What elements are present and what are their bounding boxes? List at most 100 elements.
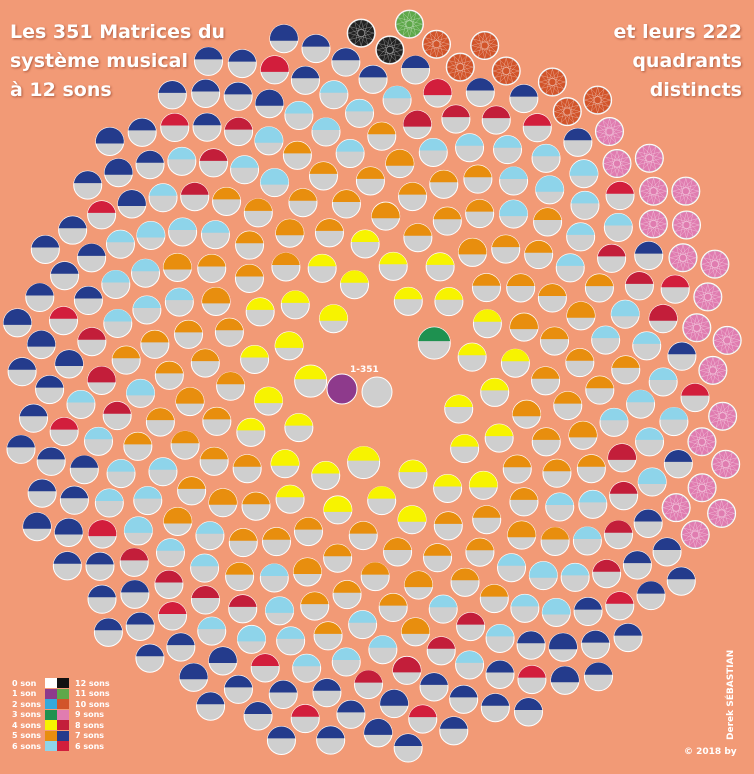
matrix-circle xyxy=(633,508,663,538)
matrix-circle xyxy=(19,403,49,433)
legend-label-left: 4 sons xyxy=(12,720,42,730)
matrix-circle xyxy=(197,616,227,646)
matrix-circle xyxy=(199,446,229,476)
matrix-circle xyxy=(106,459,136,489)
matrix-circle xyxy=(102,401,132,431)
matrix-circle xyxy=(450,567,480,597)
legend-label-left: 3 sons xyxy=(12,710,42,720)
matrix-circle xyxy=(398,182,428,212)
matrix-circle xyxy=(507,520,537,550)
matrix-circle xyxy=(439,716,469,746)
matrix-circle xyxy=(345,98,375,128)
matrix-circle xyxy=(687,473,717,503)
matrix-circle xyxy=(158,601,188,631)
matrix-circle xyxy=(581,630,611,660)
matrix-circle xyxy=(668,243,698,273)
matrix-circle xyxy=(480,377,510,407)
matrix-circle xyxy=(479,584,509,614)
matrix-circle xyxy=(319,304,349,334)
matrix-circle xyxy=(639,176,669,206)
legend-swatch xyxy=(45,688,57,699)
matrix-circle xyxy=(245,297,275,327)
matrix-circle xyxy=(491,56,521,86)
matrix-circle xyxy=(535,175,565,205)
legend-label-right: 9 sons xyxy=(75,710,105,720)
matrix-circle xyxy=(382,85,412,115)
matrix-circle xyxy=(346,18,376,48)
matrix-circle xyxy=(603,212,633,242)
legend-label-left: 1 son xyxy=(12,689,37,699)
matrix-circle xyxy=(667,341,697,371)
center-matrix xyxy=(326,373,393,408)
matrix-circle xyxy=(271,252,301,282)
matrix-circle xyxy=(274,331,304,361)
matrix-circle xyxy=(509,487,539,517)
matrix-circle xyxy=(73,286,103,316)
matrix-circle xyxy=(444,394,474,424)
legend-swatch xyxy=(45,730,57,741)
matrix-circle xyxy=(583,85,613,115)
matrix-circle xyxy=(224,117,254,147)
matrix-circle xyxy=(212,186,242,216)
matrix-circle xyxy=(358,64,388,94)
title-left: Les 351 Matrices du système musical à 12… xyxy=(10,18,225,105)
matrix-circle xyxy=(540,526,570,556)
matrix-circle xyxy=(383,537,413,567)
matrix-circle xyxy=(637,467,667,497)
matrix-circle xyxy=(54,517,84,547)
matrix-circle xyxy=(269,24,299,54)
matrix-circle xyxy=(268,680,298,710)
matrix-circle xyxy=(700,249,730,279)
matrix-circle xyxy=(481,105,511,135)
matrix-circle xyxy=(314,218,344,248)
matrix-circle xyxy=(552,97,582,127)
matrix-circle xyxy=(632,331,662,361)
matrix-circle xyxy=(126,378,156,408)
matrix-circle xyxy=(174,319,204,349)
matrix-circle xyxy=(450,434,480,464)
legend-swatch xyxy=(57,709,69,720)
matrix-circle xyxy=(455,650,485,680)
legend-row: 6 sons 6 sons xyxy=(12,741,110,752)
matrix-circle xyxy=(353,670,383,700)
matrix-circle xyxy=(672,210,702,240)
matrix-circle xyxy=(426,636,456,666)
matrix-circle xyxy=(480,693,510,723)
center-label: 1-351 xyxy=(350,365,379,375)
matrix-circle xyxy=(200,220,230,250)
matrix-circle xyxy=(312,678,342,708)
matrix-circle xyxy=(568,420,598,450)
matrix-circle xyxy=(471,273,501,303)
title-left-line: Les 351 Matrices du xyxy=(10,21,226,43)
matrix-circle xyxy=(294,364,328,398)
matrix-circle xyxy=(604,520,634,550)
matrix-circle xyxy=(293,517,323,547)
matrix-circle xyxy=(155,538,185,568)
matrix-circle xyxy=(223,674,253,704)
matrix-circle xyxy=(130,258,160,288)
matrix-circle xyxy=(553,391,583,421)
matrix-circle xyxy=(232,454,262,484)
matrix-circle xyxy=(458,237,488,267)
matrix-circle xyxy=(398,459,428,489)
matrix-circle xyxy=(58,215,88,245)
matrix-circle xyxy=(541,598,571,628)
legend-label-right: 6 sons xyxy=(75,741,105,751)
matrix-circle xyxy=(463,164,493,194)
matrix-circle xyxy=(199,148,229,178)
matrix-circle xyxy=(570,190,600,220)
matrix-circle xyxy=(280,290,310,320)
matrix-circle xyxy=(284,413,314,443)
matrix-circle xyxy=(524,240,554,270)
matrix-circle xyxy=(491,234,521,264)
matrix-circle xyxy=(93,617,123,647)
legend: 0 son 12 sons 1 son 11 sons 2 sons 10 so… xyxy=(12,678,110,752)
matrix-circle xyxy=(94,488,124,518)
matrix-circle xyxy=(336,699,366,729)
matrix-circle xyxy=(394,9,424,39)
matrix-circle xyxy=(429,169,459,199)
matrix-circle xyxy=(167,146,197,176)
matrix-circle xyxy=(605,591,635,621)
matrix-circle xyxy=(52,551,82,581)
matrix-circle xyxy=(148,183,178,213)
